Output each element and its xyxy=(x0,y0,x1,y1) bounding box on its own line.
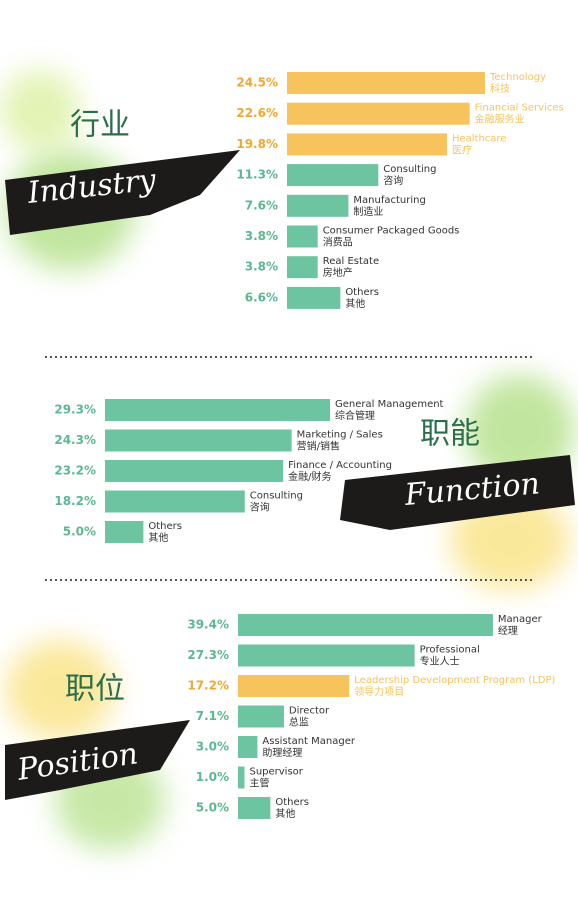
category-label-cn: 科技 xyxy=(490,82,510,95)
value-label: 11.3% xyxy=(236,168,278,182)
bar xyxy=(238,705,284,728)
category-label: Professional xyxy=(420,645,480,656)
bar xyxy=(238,766,245,789)
category-label-cn: 其他 xyxy=(345,297,365,310)
value-label: 3.8% xyxy=(245,229,278,243)
chart-title: 职位 xyxy=(65,672,125,707)
value-label: 3.8% xyxy=(245,260,278,274)
decoration xyxy=(0,70,575,850)
category-label-cn: 其他 xyxy=(148,531,168,544)
category-label: Healthcare xyxy=(452,133,507,144)
bar xyxy=(238,797,271,819)
bar xyxy=(105,490,245,513)
category-label-cn: 专业人士 xyxy=(420,655,460,668)
category-label-cn: 营销/销售 xyxy=(297,440,340,453)
bar xyxy=(105,429,292,452)
value-label: 7.6% xyxy=(245,198,278,212)
value-label: 3.0% xyxy=(196,740,229,754)
bar xyxy=(287,286,341,309)
bar xyxy=(287,133,447,156)
category-label: Real Estate xyxy=(323,256,379,267)
category-label: Manufacturing xyxy=(353,195,425,206)
category-label: Director xyxy=(289,706,330,717)
bar xyxy=(287,72,485,94)
category-label-cn: 经理 xyxy=(498,624,518,637)
category-label-cn: 咨询 xyxy=(250,501,270,514)
bar xyxy=(238,675,350,697)
value-label: 29.3% xyxy=(54,403,96,417)
bar xyxy=(238,736,258,758)
category-label-cn: 金融/财务 xyxy=(288,470,331,483)
chart-title: 职能 xyxy=(420,417,480,452)
category-label-cn: 医疗 xyxy=(452,143,472,156)
bar xyxy=(287,256,318,279)
category-label: Leadership Development Program (LDP) xyxy=(354,675,555,686)
category-label-cn: 消费品 xyxy=(323,236,353,249)
category-label-cn: 咨询 xyxy=(383,174,403,187)
value-label: 5.0% xyxy=(196,801,229,815)
bar xyxy=(105,460,284,482)
chart-title: 行业 xyxy=(70,108,130,143)
category-label: Marketing / Sales xyxy=(297,430,383,441)
category-label-cn: 房地产 xyxy=(323,266,353,279)
bar xyxy=(105,521,144,543)
bar xyxy=(287,225,318,248)
category-label-cn: 领导力项目 xyxy=(354,685,404,698)
value-label: 6.6% xyxy=(245,290,278,304)
bar xyxy=(287,102,470,125)
category-label-cn: 主管 xyxy=(249,777,269,790)
value-label: 17.2% xyxy=(187,679,229,693)
category-label: Consulting xyxy=(383,164,436,175)
category-label: General Management xyxy=(335,399,444,410)
category-label: Consumer Packaged Goods xyxy=(323,226,460,237)
bar xyxy=(287,164,379,187)
category-label-cn: 总监 xyxy=(289,716,309,729)
bar xyxy=(238,614,493,636)
category-label: Finance / Accounting xyxy=(288,460,392,471)
category-label: Supervisor xyxy=(249,767,303,778)
value-label: 5.0% xyxy=(63,525,96,539)
category-label: Technology xyxy=(489,72,546,83)
value-label: 18.2% xyxy=(54,494,96,508)
category-label: Others xyxy=(148,521,182,532)
value-label: 27.3% xyxy=(187,648,229,662)
category-label: Others xyxy=(275,797,309,808)
category-label: Manager xyxy=(498,614,543,625)
value-label: 22.6% xyxy=(236,106,278,120)
bar xyxy=(105,399,331,421)
value-label: 24.3% xyxy=(54,433,96,447)
value-label: 39.4% xyxy=(187,618,229,632)
category-label-cn: 金融服务业 xyxy=(475,113,525,126)
value-label: 19.8% xyxy=(236,137,278,151)
category-label: Financial Services xyxy=(475,103,564,114)
value-label: 23.2% xyxy=(54,464,96,478)
category-label: Others xyxy=(345,287,379,298)
category-label-cn: 其他 xyxy=(275,807,295,820)
bar xyxy=(287,194,349,217)
category-label: Assistant Manager xyxy=(262,736,355,747)
category-label-cn: 助理经理 xyxy=(262,746,302,759)
category-label-cn: 制造业 xyxy=(353,205,383,218)
value-label: 24.5% xyxy=(236,76,278,90)
value-label: 1.0% xyxy=(196,770,229,784)
bar xyxy=(238,644,415,667)
category-label: Consulting xyxy=(250,491,303,502)
category-label-cn: 综合管理 xyxy=(335,409,375,422)
value-label: 7.1% xyxy=(196,709,229,723)
